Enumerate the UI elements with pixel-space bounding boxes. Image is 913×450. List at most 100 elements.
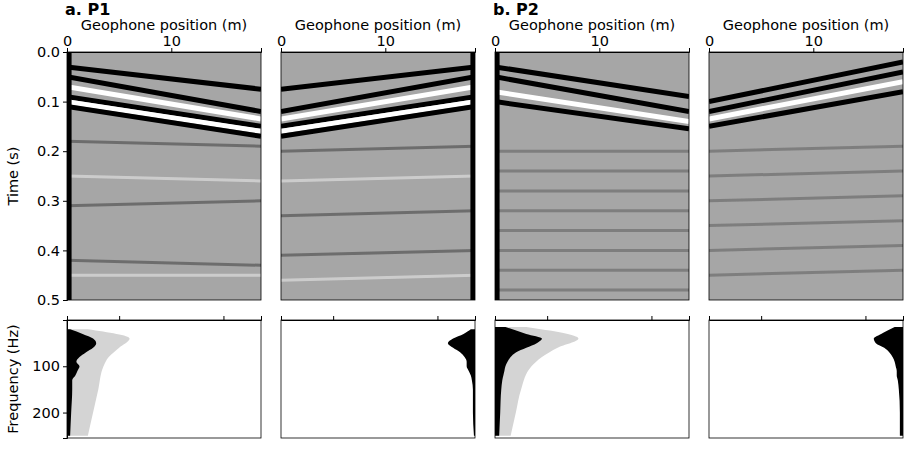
marks — [281, 52, 475, 300]
plot-frame — [67, 52, 261, 300]
event-line — [470, 52, 475, 300]
event-line — [281, 250, 475, 255]
plot-background — [495, 52, 689, 300]
x-axis: 0 10 — [705, 33, 904, 53]
tick-label: 0.0 — [37, 44, 60, 60]
event-line — [281, 176, 475, 181]
tick — [437, 316, 438, 320]
event-line — [281, 275, 475, 280]
event-line — [495, 209, 689, 212]
event-line — [495, 269, 689, 272]
tick: 0 — [491, 33, 500, 52]
plot-background — [281, 320, 475, 438]
tick-label: 0 — [63, 33, 72, 49]
tick-label: 0.1 — [37, 94, 60, 110]
tick: 10 — [163, 33, 181, 52]
tick-mark — [547, 316, 548, 320]
event-line — [709, 171, 903, 176]
tick: 10 — [805, 33, 823, 52]
axis-line — [63, 53, 68, 301]
tick-label: 10 — [377, 33, 395, 49]
plot-frame — [281, 320, 475, 438]
tick: 0 — [63, 33, 72, 52]
event-line — [709, 146, 903, 151]
event-line — [67, 274, 261, 277]
tick — [223, 316, 224, 320]
tick-mark — [761, 316, 762, 320]
axis-line — [63, 321, 68, 439]
tick — [547, 316, 548, 320]
plot-frame — [67, 320, 261, 438]
event-line — [281, 146, 475, 151]
event-line — [709, 72, 903, 112]
marks — [495, 52, 689, 300]
axis-line — [710, 316, 904, 321]
spectrum-area — [495, 327, 578, 436]
panel: 010Geophone position (m) — [277, 17, 476, 300]
tick: 0 — [705, 33, 714, 52]
plot-frame — [281, 52, 475, 300]
event-line — [67, 67, 261, 89]
tick-mark — [333, 316, 334, 320]
tick-label: 0.2 — [37, 143, 60, 159]
event-line — [67, 141, 261, 146]
spectrum-area — [448, 329, 475, 435]
axis-line — [68, 316, 262, 321]
panel: 010Geophone position (m)b. P2 — [491, 0, 690, 300]
tick-label: 0 — [277, 33, 286, 49]
axis-title: Geophone position (m) — [509, 17, 676, 33]
tick-mark — [63, 250, 67, 251]
tick-label: 100 — [32, 358, 60, 374]
tick — [865, 316, 866, 320]
tick-label: 10 — [163, 33, 181, 49]
tick: 10 — [591, 33, 609, 52]
y-axis: 0.0 0.1 0.2 0.3 0.4 0.5 — [37, 44, 68, 308]
plot-background — [709, 320, 903, 438]
tick: 0.5 — [37, 292, 67, 308]
axis-title: Frequency (Hz) — [5, 324, 21, 433]
plot-frame — [495, 320, 689, 438]
tick-label: 0.5 — [37, 292, 60, 308]
plot-frame — [709, 52, 903, 300]
plot-background — [281, 52, 475, 300]
plot-background — [495, 320, 689, 438]
x-axis: 0 10 — [63, 33, 262, 53]
tick-label: 10 — [805, 33, 823, 49]
axis-line — [282, 316, 476, 321]
tick-mark — [63, 366, 67, 367]
spectrum-area — [495, 327, 542, 436]
tick-mark — [63, 102, 67, 103]
spectrum-area — [67, 329, 130, 435]
tick — [651, 316, 652, 320]
marks — [874, 327, 903, 436]
x-axis: 0 10 — [491, 33, 690, 53]
x-axis — [710, 316, 904, 321]
axis-title: Geophone position (m) — [723, 17, 890, 33]
tick: 0.2 — [37, 143, 67, 159]
tick: 0 — [277, 33, 286, 52]
y-axis: 100200 — [32, 321, 67, 439]
event-line — [709, 92, 903, 127]
x-axis — [282, 316, 476, 321]
event-line — [495, 249, 689, 252]
tick-mark — [63, 201, 67, 202]
tick-mark — [437, 316, 438, 320]
axis-title: Geophone position (m) — [81, 17, 248, 33]
plot-frame — [495, 52, 689, 300]
event-line — [281, 67, 475, 89]
plot-background — [67, 320, 261, 438]
tick: 0.1 — [37, 94, 67, 110]
tick-mark — [63, 52, 67, 53]
spectrum-area — [67, 329, 96, 435]
panel — [281, 316, 476, 438]
tick: 0.4 — [37, 243, 67, 259]
tick: 0.3 — [37, 193, 67, 209]
marks — [67, 52, 261, 300]
plot-frame — [709, 320, 903, 438]
event-line — [709, 196, 903, 201]
panel: 0 10Geophone position (m) — [705, 17, 904, 300]
x-axis — [68, 316, 262, 321]
event-line — [709, 270, 903, 275]
tick: 0.0 — [37, 44, 67, 60]
event-line — [67, 201, 261, 206]
